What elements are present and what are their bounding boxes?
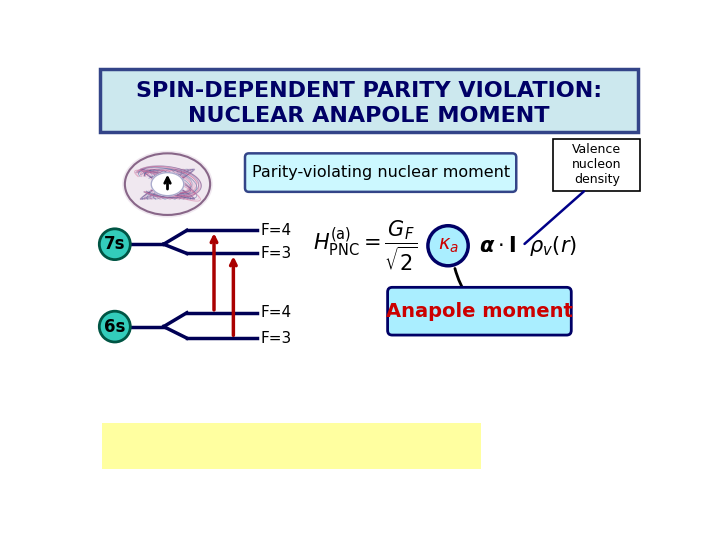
FancyBboxPatch shape xyxy=(245,153,516,192)
Text: F=3: F=3 xyxy=(261,330,292,346)
Circle shape xyxy=(428,226,468,266)
FancyBboxPatch shape xyxy=(100,69,638,132)
Circle shape xyxy=(99,311,130,342)
Text: 6s: 6s xyxy=(104,318,125,335)
Bar xyxy=(102,423,482,469)
Ellipse shape xyxy=(123,151,212,217)
FancyBboxPatch shape xyxy=(387,287,571,335)
Text: F=4: F=4 xyxy=(261,223,292,238)
Ellipse shape xyxy=(151,173,184,195)
FancyBboxPatch shape xyxy=(554,139,640,191)
Text: SPIN-DEPENDENT PARITY VIOLATION:: SPIN-DEPENDENT PARITY VIOLATION: xyxy=(136,81,602,101)
Text: F=3: F=3 xyxy=(261,246,292,261)
Text: Valence
nucleon
density: Valence nucleon density xyxy=(572,144,621,186)
Text: F=4: F=4 xyxy=(261,305,292,320)
Text: $\boldsymbol{\alpha} \cdot \mathbf{I}\ \ \rho_v(r)$: $\boldsymbol{\alpha} \cdot \mathbf{I}\ \… xyxy=(479,234,577,258)
Text: $\kappa_a$: $\kappa_a$ xyxy=(438,237,459,255)
Text: Anapole moment: Anapole moment xyxy=(387,302,573,321)
Text: 7s: 7s xyxy=(104,235,125,253)
Text: $H_{\mathrm{PNC}}^{\mathrm{(a)}} = \dfrac{G_F}{\sqrt{2}}$: $H_{\mathrm{PNC}}^{\mathrm{(a)}} = \dfra… xyxy=(312,219,418,273)
Circle shape xyxy=(99,229,130,260)
Text: Parity-violating nuclear moment: Parity-violating nuclear moment xyxy=(251,165,510,180)
Text: NUCLEAR ANAPOLE MOMENT: NUCLEAR ANAPOLE MOMENT xyxy=(188,106,550,126)
